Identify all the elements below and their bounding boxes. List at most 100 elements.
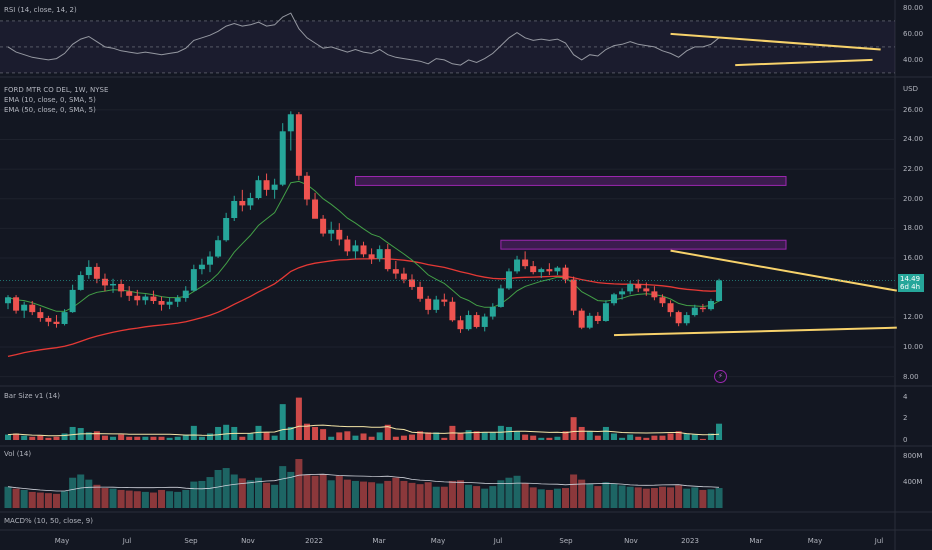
candle-body bbox=[619, 291, 626, 295]
price-trendline bbox=[613, 326, 897, 337]
macd-legend[interactable]: MACD% (10, 50, close, 9) bbox=[4, 517, 93, 525]
candle-body bbox=[554, 267, 561, 272]
candle-body bbox=[384, 249, 391, 270]
candle bbox=[602, 300, 609, 322]
barsize-bar bbox=[174, 436, 181, 440]
volume-bar bbox=[198, 480, 206, 508]
volume-bar bbox=[166, 491, 174, 508]
barsize-bar bbox=[384, 424, 391, 440]
candle bbox=[433, 295, 440, 313]
candle-body bbox=[586, 315, 593, 328]
volume-bar bbox=[12, 488, 20, 508]
volume-bar bbox=[675, 485, 683, 508]
candle-body bbox=[61, 312, 68, 324]
volume-bar bbox=[238, 478, 246, 508]
volume-bar bbox=[141, 491, 149, 508]
barsize-bar bbox=[336, 432, 343, 440]
barsize-bar bbox=[69, 426, 76, 440]
candle bbox=[522, 251, 529, 270]
rsi-tick-label: 60.00 bbox=[903, 29, 924, 38]
barsize-bar bbox=[586, 431, 593, 440]
volume-bar bbox=[408, 482, 416, 508]
barsize-bar bbox=[497, 425, 504, 440]
ema-slow-legend[interactable]: EMA (50, close, 0, SMA, 5) bbox=[4, 106, 96, 114]
barsize-bar bbox=[190, 425, 197, 440]
volume-legend[interactable]: Vol (14) bbox=[4, 450, 32, 458]
candle-body bbox=[716, 280, 723, 302]
candle-body bbox=[174, 298, 181, 302]
volume-bar bbox=[658, 486, 666, 508]
barsize-bar bbox=[530, 435, 537, 440]
candle-body bbox=[182, 290, 189, 299]
candle bbox=[392, 260, 399, 279]
candle-body bbox=[489, 306, 496, 317]
volume-bar bbox=[465, 484, 473, 508]
candle-body bbox=[602, 303, 609, 322]
barsize-tick-label: 2 bbox=[903, 414, 908, 423]
candle bbox=[134, 289, 141, 306]
volume-bar bbox=[715, 488, 723, 508]
volume-bar bbox=[125, 490, 133, 508]
candle-body bbox=[231, 200, 238, 219]
candle bbox=[69, 284, 76, 313]
symbol-legend[interactable]: FORD MTR CO DEL, 1W, NYSE bbox=[4, 86, 109, 94]
candle-body bbox=[336, 229, 343, 240]
last-price: 14.49 bbox=[900, 275, 921, 283]
volume-tick-label: 400M bbox=[903, 478, 923, 487]
price-tick-label: 10.00 bbox=[903, 342, 924, 351]
barsize-pane bbox=[5, 397, 723, 440]
candle bbox=[675, 310, 682, 327]
volume-bar bbox=[319, 474, 327, 508]
candle bbox=[683, 312, 690, 326]
candle-body bbox=[538, 269, 545, 273]
ema-fast-legend[interactable]: EMA (10, close, 0, SMA, 5) bbox=[4, 96, 96, 104]
barsize-legend[interactable]: Bar Size v1 (14) bbox=[4, 392, 60, 400]
candle-body bbox=[667, 303, 674, 313]
candle bbox=[190, 264, 197, 292]
candle bbox=[93, 263, 100, 284]
volume-bar bbox=[61, 491, 69, 508]
candle bbox=[61, 309, 68, 326]
candle-body bbox=[707, 301, 714, 310]
lightning-icon[interactable]: ⚡ bbox=[714, 370, 727, 383]
rsi-legend[interactable]: RSI (14, close, 14, 2) bbox=[4, 6, 77, 14]
candle-body bbox=[93, 266, 100, 279]
candle bbox=[150, 290, 157, 304]
candle bbox=[635, 279, 642, 293]
barsize-bar bbox=[716, 423, 723, 440]
candle-body bbox=[198, 264, 205, 270]
barsize-bar bbox=[255, 425, 262, 440]
candle bbox=[619, 288, 626, 300]
candle-body bbox=[352, 245, 359, 252]
price-tick-label: 12.00 bbox=[903, 313, 924, 322]
candle-body bbox=[255, 180, 262, 199]
barsize-bar bbox=[489, 432, 496, 440]
candle bbox=[586, 312, 593, 330]
barsize-tick-label: 0 bbox=[903, 436, 908, 444]
candle-body bbox=[522, 259, 529, 267]
barsize-bar bbox=[667, 433, 674, 440]
barsize-bar bbox=[53, 436, 60, 440]
volume-bar bbox=[650, 488, 658, 508]
barsize-bar bbox=[554, 436, 561, 440]
rsi-trendline bbox=[735, 58, 873, 67]
candle-body bbox=[627, 283, 634, 292]
candle bbox=[570, 276, 577, 316]
supply-zone bbox=[500, 239, 787, 250]
candle-body bbox=[13, 297, 20, 311]
candle bbox=[182, 286, 189, 302]
volume-bar bbox=[295, 459, 303, 508]
candle-body bbox=[481, 316, 488, 327]
candle-body bbox=[441, 299, 448, 302]
barsize-bar bbox=[651, 435, 658, 440]
candle-body bbox=[578, 310, 585, 328]
candle bbox=[578, 308, 585, 330]
candle bbox=[21, 301, 28, 319]
volume-bar bbox=[254, 477, 262, 508]
volume-bar bbox=[311, 475, 319, 508]
candle-body bbox=[295, 114, 302, 176]
candle bbox=[215, 235, 222, 259]
barsize-bar bbox=[5, 434, 11, 440]
candle bbox=[320, 215, 327, 237]
